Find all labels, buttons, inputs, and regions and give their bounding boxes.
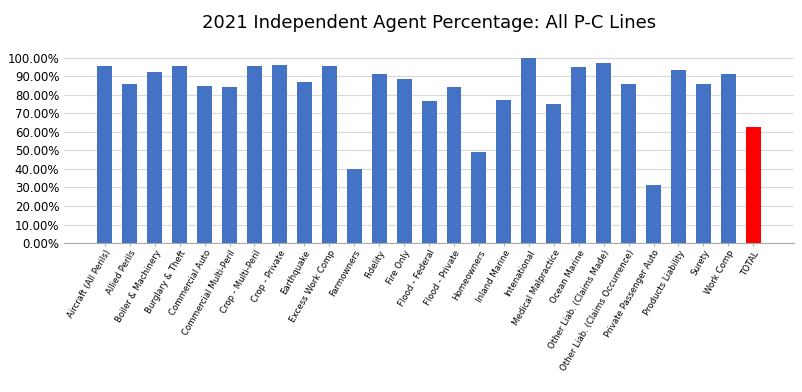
Bar (596, 63, 611, 243)
Bar (721, 74, 736, 243)
Bar (322, 66, 337, 243)
Bar (546, 104, 561, 243)
Bar (496, 100, 512, 243)
Bar (247, 66, 262, 243)
Title: 2021 Independent Agent Percentage: All P-C Lines: 2021 Independent Agent Percentage: All P… (202, 14, 656, 32)
Bar (472, 152, 487, 243)
Bar (646, 185, 661, 243)
Bar (422, 101, 436, 243)
Bar (222, 87, 237, 243)
Bar (521, 58, 537, 243)
Bar (172, 66, 187, 243)
Bar (397, 79, 411, 243)
Bar (122, 83, 137, 243)
Bar (148, 72, 162, 243)
Bar (371, 74, 387, 243)
Bar (346, 169, 362, 243)
Bar (571, 67, 586, 243)
Bar (671, 70, 686, 243)
Bar (272, 65, 287, 243)
Bar (197, 85, 212, 243)
Bar (621, 83, 636, 243)
Bar (696, 83, 711, 243)
Bar (447, 87, 461, 243)
Bar (746, 127, 761, 243)
Bar (297, 82, 312, 243)
Bar (97, 66, 112, 243)
